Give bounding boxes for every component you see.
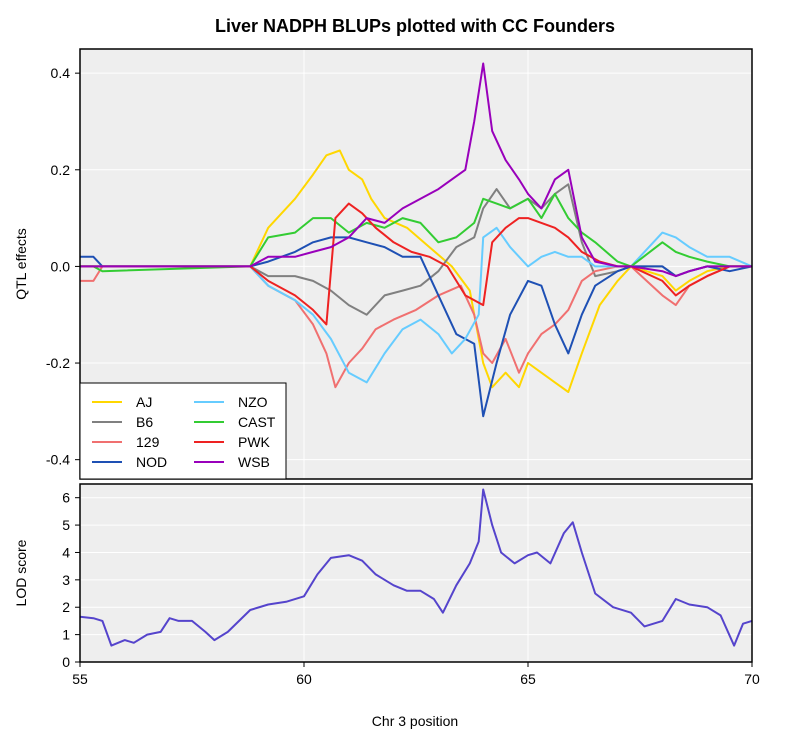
qtl-series-aj [80, 149, 752, 393]
x-axis-label: Chr 3 position [372, 713, 458, 729]
legend: AJ B6 129 NOD NZO CAST PWK WSB [79, 382, 287, 480]
legend-label-nzo: NZO [238, 394, 268, 410]
x-tick-label: 70 [744, 671, 760, 687]
lod-y-tick-label: 4 [62, 544, 70, 560]
lod-series-group [79, 488, 753, 647]
lod-y-tick-label: 0 [62, 654, 70, 670]
qtl-y-tick-label: -0.4 [46, 452, 70, 468]
lod-y-label: LOD score [13, 539, 29, 606]
qtl-y-axis: -0.4 -0.2 0.0 0.2 0.4 [46, 65, 80, 468]
legend-label-nod: NOD [136, 454, 167, 470]
lod-panel-border [79, 483, 753, 663]
x-tick-label: 60 [296, 671, 312, 687]
qtl-y-tick-label: -0.2 [46, 355, 70, 371]
chart-title: Liver NADPH BLUPs plotted with CC Founde… [215, 16, 615, 36]
legend-label-b6: B6 [136, 414, 153, 430]
qtl-series-cast [80, 192, 752, 273]
x-tick-label: 65 [520, 671, 536, 687]
qtl-y-tick-label: 0.0 [51, 258, 71, 274]
qtl-series-129 [80, 265, 752, 389]
qtl-y-tick-label: 0.4 [51, 65, 71, 81]
x-tick-label: 55 [72, 671, 88, 687]
qtl-y-label: QTL effects [13, 228, 29, 300]
lod-panel: 0 1 2 3 4 5 6 LOD score [13, 483, 753, 670]
qtl-y-tick-label: 0.2 [51, 162, 71, 178]
legend-label-cast: CAST [238, 414, 276, 430]
lod-panel-background [80, 484, 752, 662]
qtl-series-group [80, 62, 753, 418]
qtl-panel: -0.4 -0.2 0.0 0.2 0.4 QTL effects AJ B6 129 NOD… [13, 48, 753, 480]
lod-series-lod [79, 488, 753, 647]
legend-label-129: 129 [136, 434, 160, 450]
lod-y-axis: 0 1 2 3 4 5 6 [62, 490, 80, 670]
qtl-series-wsb [80, 62, 752, 278]
legend-label-aj: AJ [136, 394, 152, 410]
qtl-panel-border [79, 48, 753, 480]
lod-y-tick-label: 3 [62, 572, 70, 588]
qtl-series-nzo [80, 226, 753, 384]
legend-label-wsb: WSB [238, 454, 270, 470]
lod-y-tick-label: 6 [62, 490, 70, 506]
legend-label-pwk: PWK [238, 434, 271, 450]
qtl-series-nod [80, 236, 753, 418]
lod-y-tick-label: 5 [62, 517, 70, 533]
qtl-series-pwk [80, 202, 752, 326]
lod-y-tick-label: 1 [62, 627, 70, 643]
x-axis: 55 60 65 70 [72, 662, 760, 687]
lod-y-tick-label: 2 [62, 599, 70, 615]
